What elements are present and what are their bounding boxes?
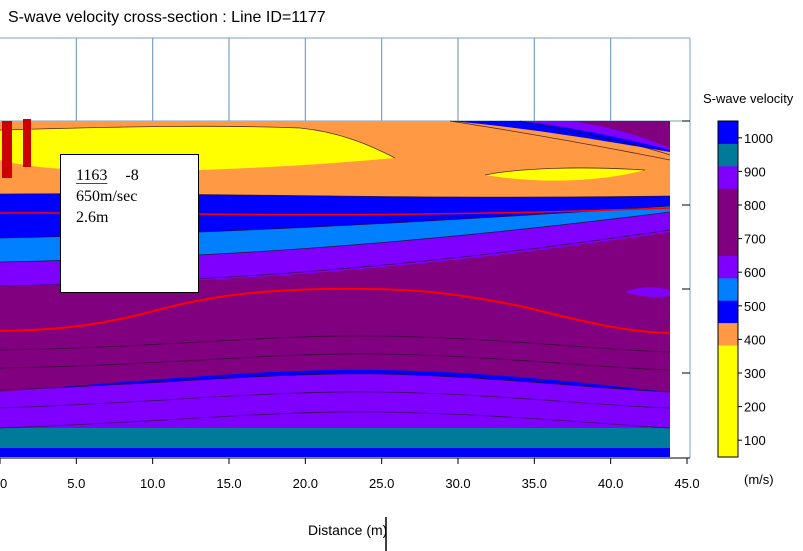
colorbar-tick-label: 400: [744, 332, 766, 347]
yellow-lens-right: [485, 167, 645, 181]
colorbar-swatch: [718, 121, 738, 144]
marker-bar-2: [23, 119, 31, 167]
x-tick-label: 20.0: [293, 476, 318, 491]
colorbar-unit: (m/s): [744, 472, 774, 487]
colorbar-swatch: [718, 389, 738, 413]
colorbar-tick-label: 500: [744, 299, 766, 314]
annotation-line-1a: 1163: [76, 167, 108, 184]
colorbar-swatch: [718, 255, 738, 279]
layer-violet-deep: [0, 373, 670, 428]
x-axis-label: Distance (m): [308, 522, 387, 538]
colorbar-title: S-wave velocity: [703, 91, 794, 106]
colorbar-tick-label: 300: [744, 366, 766, 381]
x-tick-label: 25.0: [369, 476, 394, 491]
colorbar-tick-label: 800: [744, 198, 766, 213]
colorbar-swatch: [718, 233, 738, 256]
colorbar-swatch: [718, 345, 738, 368]
x-tick-label: 5.0: [67, 476, 85, 491]
annotation-line-1b: -8: [125, 167, 139, 184]
contour-650-red: [0, 287, 671, 334]
colorbar-swatch: [718, 300, 738, 324]
x-axis: 0 5.0 10.0 15.0 20.0 25.0 30.0 35.0 40.0 45.0 Dis…: [0, 457, 700, 551]
x-tick-label: 40.0: [598, 476, 623, 491]
contour-section: [0, 119, 671, 457]
colorbar-swatch: [718, 143, 738, 167]
x-tick-label: 0: [0, 476, 7, 491]
colorbar-swatch: [718, 322, 738, 346]
x-tick-label: 10.0: [140, 476, 165, 491]
colorbar-swatch: [718, 165, 738, 189]
colorbar-tick-label: 700: [744, 232, 766, 247]
top-right-purple: [570, 121, 670, 148]
x-tick-label: 45.0: [674, 476, 699, 491]
x-tick-label: 30.0: [445, 476, 470, 491]
colorbar-tick-label: 600: [744, 265, 766, 280]
colorbar-swatch: [718, 188, 738, 212]
colorbar-swatch: [718, 277, 738, 301]
annotation-line-3: 2.6m: [76, 209, 109, 226]
x-tick-label: 35.0: [522, 476, 547, 491]
small-purple-lens: [625, 287, 670, 297]
annotation-line-2: 650m/sec: [76, 188, 138, 205]
x-tick-label: 15.0: [216, 476, 241, 491]
colorbar-tick-label: 900: [744, 164, 766, 179]
colorbar-swatch: [718, 367, 738, 391]
colorbar-swatch: [718, 412, 738, 436]
colorbar-swatch: [718, 210, 738, 234]
colorbar-swatch: [718, 434, 738, 458]
chart-title: S-wave velocity cross-section : Line ID=…: [8, 9, 326, 26]
colorbar-tick-label: 200: [744, 400, 766, 415]
marker-bar-1: [2, 121, 12, 178]
colorbar: S-wave velocity 1000 900 800 700 600 500 400 30…: [703, 91, 794, 487]
colorbar-tick-label: 100: [744, 433, 766, 448]
layer-purple: [0, 230, 670, 392]
colorbar-tick-label: 1000: [744, 131, 773, 146]
annotation-box: 1163 -8 650m/sec 2.6m: [60, 154, 199, 293]
